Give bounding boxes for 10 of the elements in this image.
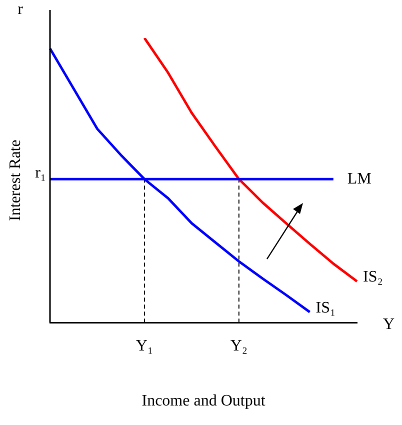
y-axis-title: Interest Rate [7,140,24,221]
series-label: IS₂ [363,268,383,286]
series-label: IS₁ [316,299,336,316]
text: Y [383,316,395,333]
x-axis-title: Income and Output [142,392,266,410]
text: r₁ [35,164,46,182]
x-tick-label: Y₁ [136,337,154,354]
text: r [18,1,24,18]
x-tick-label: Y₂ [230,337,248,354]
series-label: LM [347,170,372,188]
